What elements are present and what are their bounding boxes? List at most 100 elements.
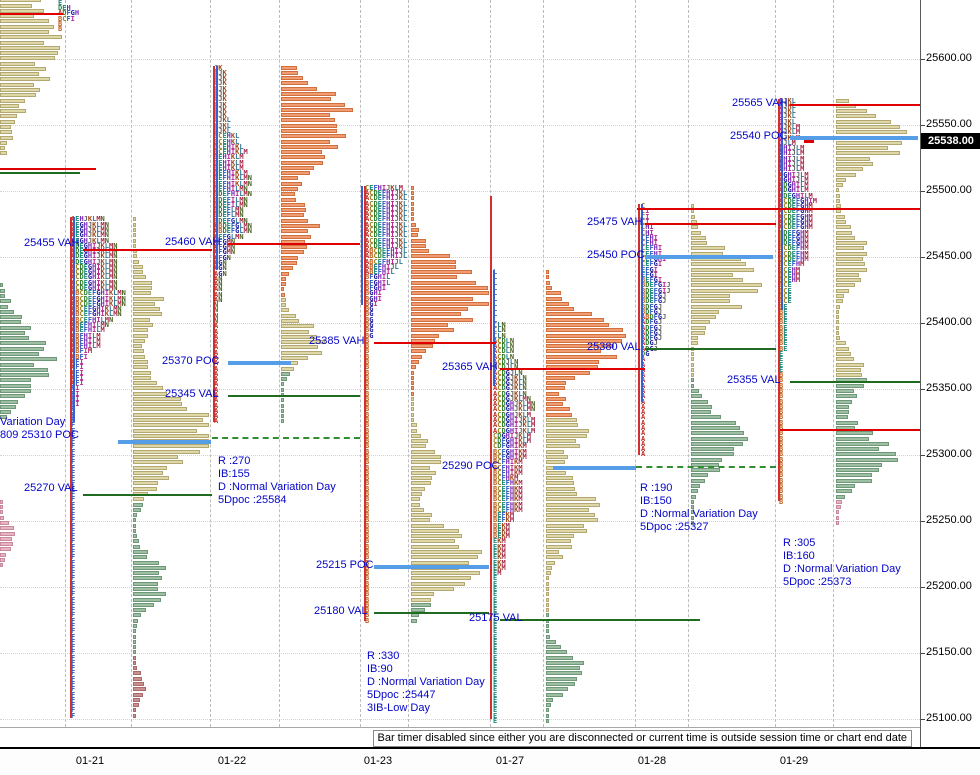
- tpo-letter: N: [530, 405, 536, 413]
- tpo-letter: H: [645, 223, 650, 231]
- tpo-letter: J: [791, 144, 796, 152]
- tpo-row: B: [365, 512, 369, 519]
- grid-vline: [65, 0, 66, 727]
- volume-bar: [0, 125, 11, 129]
- tpo-row: F: [71, 449, 75, 456]
- tpo-letter: E: [493, 675, 498, 683]
- tpo-letter: M: [804, 186, 809, 194]
- volume-bar: [133, 444, 209, 448]
- time-axis[interactable]: 01-21 01-22 01-23 01-27 01-28 01-29: [0, 747, 980, 775]
- tpo-letter: B: [75, 347, 80, 355]
- tpo-letter: E: [377, 215, 382, 223]
- chart-surface[interactable]: EEDEHADFGHBCFIBBAEHJKLMNAEGHJKLMNAEGHJKL…: [0, 0, 920, 727]
- tpo-row: F: [71, 507, 75, 514]
- tpo-letter: M: [812, 197, 817, 205]
- tpo-letter: F: [373, 184, 378, 192]
- volume-bar: [546, 561, 555, 565]
- tpo-letter: H: [791, 181, 796, 189]
- volume-bar: [836, 437, 869, 441]
- volume-bar: [0, 72, 39, 76]
- volume-bar: [0, 373, 49, 377]
- tpo-letter: B: [365, 453, 370, 461]
- tpo-row: E: [493, 649, 497, 656]
- tpo-letter: J: [218, 69, 223, 77]
- tpo-letter: C: [497, 453, 502, 461]
- tpo-row: A: [214, 344, 218, 351]
- tpo-letter: E: [83, 310, 88, 318]
- tpo-row: BG: [365, 311, 373, 318]
- tpo-row: DEH: [58, 5, 71, 12]
- tpo-letter: I: [514, 442, 519, 450]
- tpo-letter: G: [230, 217, 236, 225]
- volume-bar: [836, 109, 867, 113]
- tpo-letter: B: [365, 374, 370, 382]
- tpo-letter: I: [75, 390, 80, 398]
- tpo-letter: K: [398, 231, 403, 239]
- tpo-row: E: [493, 607, 497, 614]
- volume-bar: [281, 235, 311, 239]
- tpo-letter: E: [75, 231, 80, 239]
- volume-bar: [281, 129, 337, 133]
- price-axis[interactable]: 25600.00 25550.00 25500.00 25450.00 25400.00…: [920, 0, 980, 747]
- tpo-row: BCFHIKM: [493, 465, 523, 472]
- tpo-letter: C: [783, 197, 788, 205]
- tpo-letter: G: [83, 258, 88, 266]
- tpo-row: BCEFHKM: [493, 501, 523, 509]
- tpo-letter: K: [398, 242, 403, 250]
- tpo-letter: B: [75, 289, 80, 297]
- tpo-letter: H: [505, 474, 510, 482]
- tpo-letter: G: [92, 310, 97, 318]
- tpo-letter: F: [501, 437, 506, 445]
- tpo-letter: L: [239, 148, 244, 156]
- tpo-letter: F: [653, 292, 658, 300]
- volume-bar: [546, 376, 575, 380]
- tpo-row: ADGJ: [641, 340, 658, 347]
- volume-bar: [281, 124, 337, 128]
- tpo-letter: N: [239, 233, 244, 241]
- tpo-letter: K: [222, 127, 227, 135]
- volume-bar: [281, 145, 338, 149]
- volume-bar: [0, 553, 6, 557]
- volume-bar: [411, 254, 450, 258]
- tpo-letter: N: [247, 180, 252, 188]
- tpo-letter: E: [501, 485, 506, 493]
- tpo-letter: G: [657, 287, 663, 295]
- tpo-letter: F: [71, 532, 76, 540]
- volume-bar: [691, 389, 699, 393]
- tpo-letter: J: [218, 95, 223, 103]
- volume-bar: [281, 266, 293, 270]
- volume-bar: [546, 397, 566, 401]
- tpo-letter: D: [497, 432, 502, 440]
- tpo-letter: C: [369, 210, 374, 218]
- price-label: 25550.00: [926, 118, 972, 130]
- tpo-letter: M: [235, 233, 240, 241]
- tpo-row: ACDEGHIKLMN: [71, 264, 117, 271]
- tpo-row: BCFHKM: [493, 474, 518, 482]
- volume-bar: [411, 423, 417, 427]
- tpo-letter: L: [402, 194, 408, 202]
- volume-bar: [546, 571, 551, 575]
- tpo-letter: I: [83, 347, 88, 355]
- tpo-row: F: [71, 649, 75, 656]
- tpo-letter: C: [641, 202, 646, 210]
- tpo-letter: B: [779, 450, 784, 458]
- volume-bar: [836, 99, 849, 103]
- tpo-letter: E: [493, 691, 498, 699]
- tpo-letter: C: [497, 369, 502, 377]
- tpo-letter: C: [75, 284, 80, 292]
- tpo-row: L: [493, 301, 497, 308]
- tpo-letter: M: [501, 537, 506, 545]
- tpo-letter: D: [783, 192, 788, 200]
- tpo-letter: F: [386, 247, 391, 255]
- volume-bar: [836, 130, 907, 134]
- tpo-letter: L: [795, 155, 801, 163]
- tpo-row: A: [641, 362, 645, 369]
- tpo-letter: M: [518, 501, 523, 509]
- tpo-row: A: [641, 367, 645, 374]
- poc-line: [374, 565, 489, 569]
- tpo-letter: B: [493, 495, 498, 503]
- tpo-row: F: [71, 528, 75, 535]
- volume-bar: [836, 204, 841, 208]
- tpo-letter: E: [791, 255, 796, 263]
- tpo-letter: E: [79, 321, 84, 329]
